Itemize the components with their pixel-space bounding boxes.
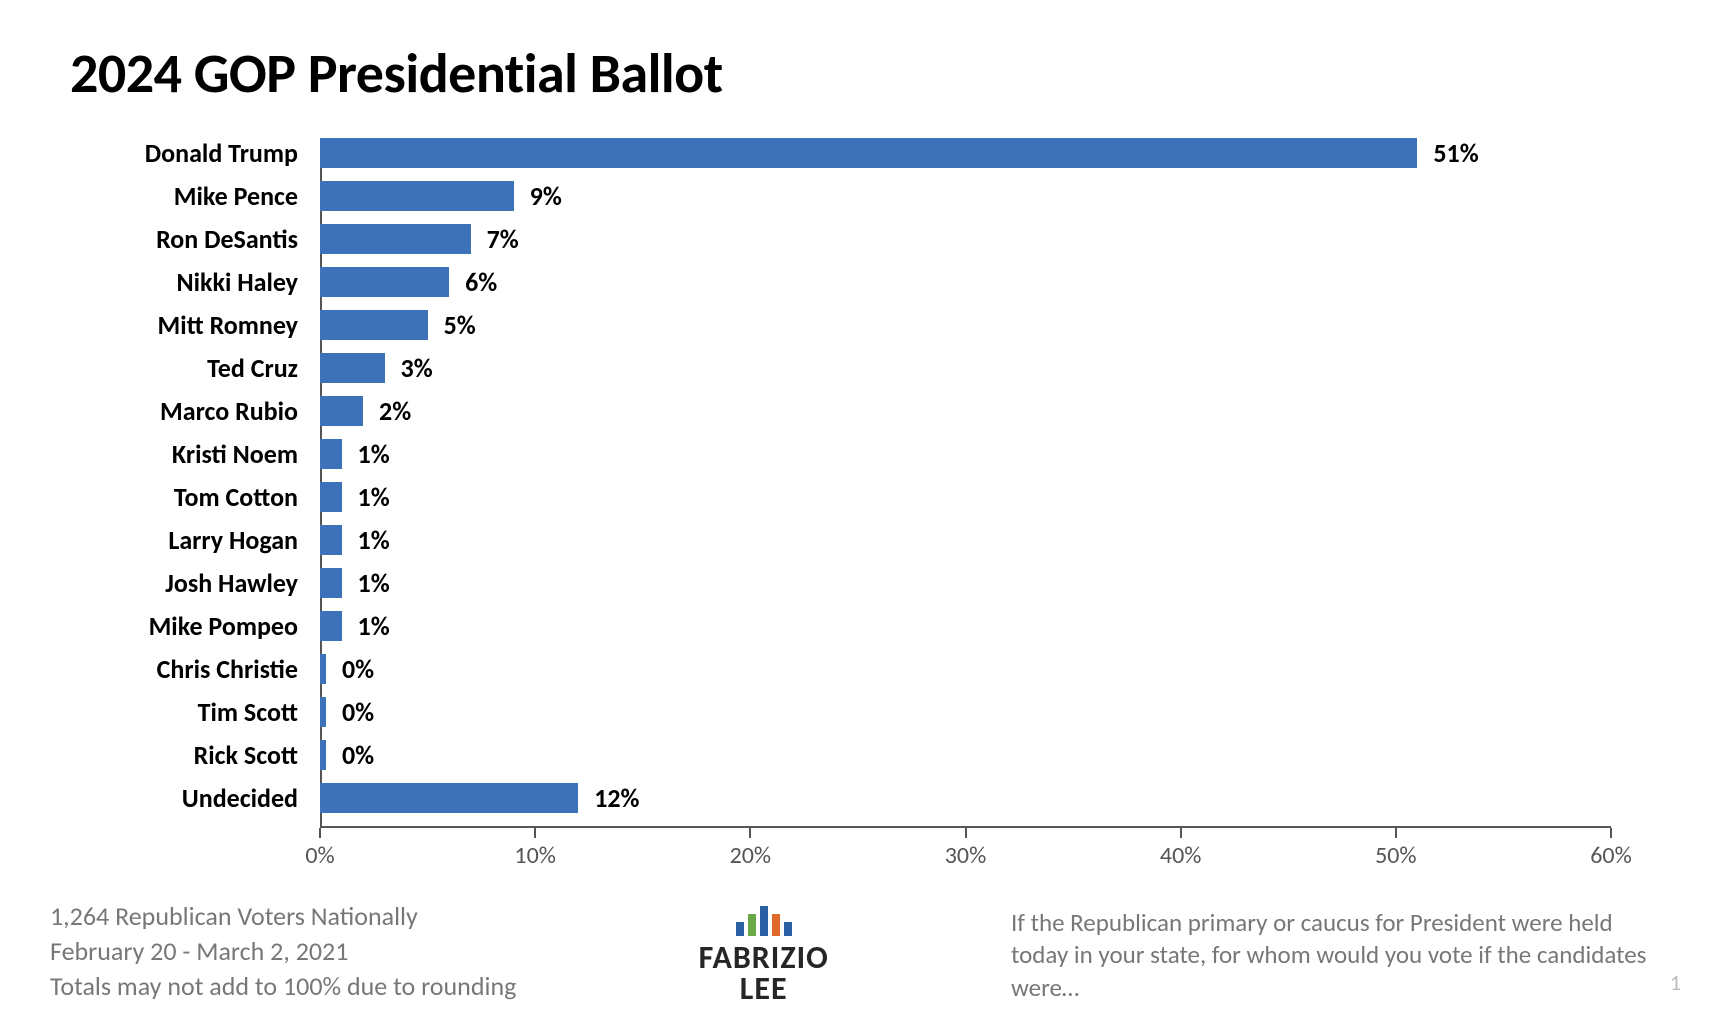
bar-row: 3%	[320, 353, 1611, 383]
x-tick	[1610, 828, 1612, 838]
bar-value: 5%	[444, 309, 476, 341]
bar-row: 2%	[320, 396, 1611, 426]
x-tick-label: 50%	[1375, 841, 1416, 870]
x-tick-label: 0%	[305, 841, 334, 870]
bar-row: 7%	[320, 224, 1611, 254]
bar-value: 7%	[487, 223, 519, 255]
logo-bar	[772, 914, 780, 936]
x-tick	[534, 828, 536, 838]
category-label: Donald Trump	[145, 138, 298, 168]
plot-area: 0%10%20%30%40%50%60%51%9%7%6%5%3%2%1%1%1…	[320, 138, 1611, 828]
footer-dates: February 20 - March 2, 2021	[50, 934, 516, 969]
footer-question: If the Republican primary or caucus for …	[1011, 907, 1651, 1005]
bar-value: 0%	[342, 696, 374, 728]
bar-value: 0%	[342, 653, 374, 685]
bar-row: 0%	[320, 740, 1611, 770]
x-tick-label: 40%	[1160, 841, 1201, 870]
footer-note: Totals may not add to 100% due to roundi…	[50, 969, 516, 1004]
bar-value: 0%	[342, 739, 374, 771]
logo-bar	[748, 914, 756, 936]
bar-row: 6%	[320, 267, 1611, 297]
x-tick-label: 30%	[945, 841, 986, 870]
bar-row: 1%	[320, 611, 1611, 641]
category-label: Mike Pompeo	[149, 611, 298, 641]
bar	[320, 482, 342, 512]
x-tick	[1180, 828, 1182, 838]
slide-title: 2024 GOP Presidential Ballot	[70, 40, 1651, 108]
bar	[320, 568, 342, 598]
bar	[320, 396, 363, 426]
bar	[320, 654, 326, 684]
bar-value: 51%	[1433, 137, 1478, 169]
bar-row: 0%	[320, 697, 1611, 727]
bar-value: 1%	[358, 567, 390, 599]
x-tick	[319, 828, 321, 838]
bar-row: 51%	[320, 138, 1611, 168]
bar	[320, 697, 326, 727]
footer-sample: 1,264 Republican Voters Nationally	[50, 899, 516, 934]
category-label: Kristi Noem	[172, 439, 298, 469]
logo: FABRIZIO LEE	[699, 902, 829, 1004]
bar-value: 3%	[401, 352, 433, 384]
logo-bar	[784, 922, 792, 936]
category-label: Undecided	[182, 783, 298, 813]
bar-value: 1%	[358, 524, 390, 556]
bar-value: 1%	[358, 610, 390, 642]
category-label: Nikki Haley	[176, 267, 298, 297]
x-tick-label: 60%	[1590, 841, 1631, 870]
category-label: Tom Cotton	[174, 482, 298, 512]
x-tick	[749, 828, 751, 838]
bar-row: 1%	[320, 568, 1611, 598]
logo-text-line2: LEE	[699, 974, 829, 1004]
bar-value: 12%	[594, 782, 639, 814]
logo-bar	[760, 906, 768, 936]
x-tick	[1395, 828, 1397, 838]
bar-value: 2%	[379, 395, 411, 427]
bar-row: 1%	[320, 482, 1611, 512]
category-label: Ron DeSantis	[156, 224, 298, 254]
bar	[320, 525, 342, 555]
bar	[320, 353, 385, 383]
bar-row: 5%	[320, 310, 1611, 340]
bar	[320, 224, 471, 254]
bar-row: 1%	[320, 439, 1611, 469]
x-tick	[965, 828, 967, 838]
category-label: Tim Scott	[198, 697, 298, 727]
bar-value: 1%	[358, 481, 390, 513]
category-label: Rick Scott	[194, 740, 298, 770]
bar-value: 1%	[358, 438, 390, 470]
category-label: Josh Hawley	[165, 568, 298, 598]
bar	[320, 310, 428, 340]
bar	[320, 439, 342, 469]
slide: 2024 GOP Presidential Ballot Donald Trum…	[0, 0, 1721, 1024]
bar-row: 9%	[320, 181, 1611, 211]
logo-bars-icon	[736, 902, 792, 936]
bar	[320, 740, 326, 770]
bar	[320, 181, 514, 211]
bar-value: 6%	[465, 266, 497, 298]
category-label: Chris Christie	[157, 654, 298, 684]
category-label: Ted Cruz	[207, 353, 298, 383]
category-label: Larry Hogan	[168, 525, 298, 555]
bar	[320, 267, 449, 297]
category-label: Mike Pence	[174, 181, 298, 211]
footer: 1,264 Republican Voters Nationally Febru…	[50, 899, 1651, 1004]
bar-row: 1%	[320, 525, 1611, 555]
page-number: 1	[1670, 969, 1681, 996]
x-tick-label: 10%	[514, 841, 555, 870]
logo-bar	[736, 922, 744, 936]
footer-left: 1,264 Republican Voters Nationally Febru…	[50, 899, 516, 1004]
bar	[320, 611, 342, 641]
bar	[320, 783, 578, 813]
y-axis-labels: Donald Trump Mike Pence Ron DeSantis Nikki …	[0, 138, 310, 828]
bar-value: 9%	[530, 180, 562, 212]
bar-row: 12%	[320, 783, 1611, 813]
category-label: Mitt Romney	[158, 310, 298, 340]
x-tick-label: 20%	[730, 841, 771, 870]
bar-row: 0%	[320, 654, 1611, 684]
category-label: Marco Rubio	[160, 396, 298, 426]
chart: Donald TrumpMike PenceRon DeSantisNikki …	[240, 138, 1611, 878]
bar	[320, 138, 1417, 168]
